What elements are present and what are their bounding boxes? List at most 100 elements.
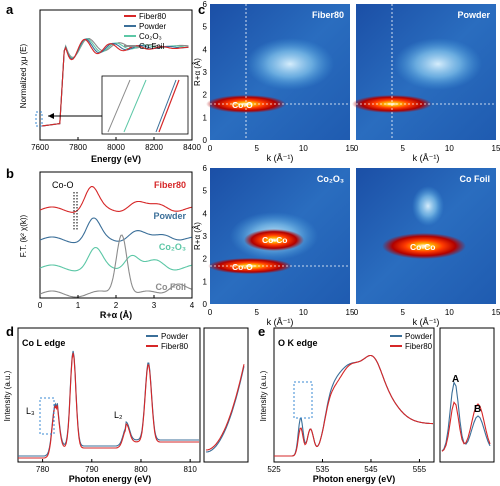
x-tick-label: 2 [114, 301, 119, 310]
panel-e-label-A: A [452, 374, 459, 385]
x-tick-label: 7600 [31, 143, 49, 152]
panel-d-curves [18, 350, 245, 459]
x-tick-label: 800 [134, 465, 148, 474]
x-tick-label: 780 [36, 465, 50, 474]
panel-e-frame [273, 327, 435, 463]
x-tick-label: 555 [413, 465, 427, 474]
wt-map-cofoil-title: Co Foil [460, 174, 491, 184]
wt-map-fiber-glow [246, 38, 334, 90]
arrow-head-icon [48, 113, 54, 119]
panel-a: a Fiber80 Powder Co₂O₃ Co Foil 7600 7800 8… [6, 2, 201, 164]
x-tick-label: 810 [183, 465, 197, 474]
panel-c-xlabel-3: k (Å⁻¹) [267, 317, 294, 327]
x-tick-label: 545 [364, 465, 378, 474]
legend-label-fiber: Fiber80 [405, 342, 433, 351]
panel-b-label-co3o4: Co₂O₃ [159, 242, 186, 252]
y-tick-label: 1 [203, 113, 208, 122]
x-tick-label: 525 [267, 465, 281, 474]
y-tick-label: 3 [203, 68, 208, 77]
y-tick-label: 1 [203, 277, 208, 286]
x-tick-label: 0 [208, 308, 213, 317]
y-tick-label: 4 [203, 45, 208, 54]
y-tick-label: 5 [203, 23, 208, 32]
y-tick-label: 0 [203, 136, 208, 145]
wt-map-powder-glow [394, 38, 482, 90]
panel-d-zoom-box [39, 397, 55, 435]
wt-map-co3o4-coo-label: Co-O [232, 262, 253, 272]
x-tick-label: 0 [208, 144, 213, 153]
inset-line-co3o4 [123, 79, 147, 133]
legend-label-fiber: Fiber80 [161, 342, 189, 351]
panel-c-ylabel-top: R+α (Å) [193, 58, 202, 86]
panel-e-label-B: B [474, 404, 481, 415]
x-tick-label: 3 [152, 301, 157, 310]
panel-b-curves [39, 186, 192, 298]
wt-map-fiber-coo-label: Co-O [232, 100, 253, 110]
x-tick-label: 15 [346, 308, 355, 317]
wt-map-fiber: Co-O Fiber80 [206, 4, 350, 140]
panel-e-xlabel: Photon energy (eV) [313, 474, 396, 484]
x-tick-label: 7800 [69, 143, 87, 152]
x-tick-label: 15 [492, 308, 500, 317]
panel-c-xlabel-1: k (Å⁻¹) [267, 153, 294, 163]
panel-e-legend: Powder Fiber80 [390, 332, 433, 351]
legend-label-co3o4: Co₂O₃ [139, 32, 162, 41]
curve-co3o4 [39, 246, 192, 272]
wt-map-powder-title: Powder [457, 10, 490, 20]
panel-d: d Co L edge L₃ L₂ Powder Fiber80 780 790 8… [3, 324, 249, 484]
x-tick-label: 790 [85, 465, 99, 474]
wt-map-co3o4-title: Co₂O₃ [317, 174, 344, 184]
y-tick-label: 0 [203, 300, 208, 309]
panel-d-frame [17, 327, 201, 463]
panel-b-frame [39, 171, 193, 299]
panel-b-label-powder: Powder [153, 211, 186, 221]
curve-cofoil [39, 234, 192, 298]
panel-c-xlabel-4: k (Å⁻¹) [413, 317, 440, 327]
panel-a-inset [101, 75, 189, 135]
curve-fiber [18, 352, 199, 459]
y-tick-label: 3 [203, 232, 208, 241]
panel-e-curves [274, 354, 491, 457]
curve-powder [39, 217, 192, 244]
panel-d-ylabel: Intensity (a.u.) [3, 370, 12, 421]
x-tick-label: 10 [445, 144, 454, 153]
panel-b-ylabel: F.T. (k² χ(k)) [19, 214, 28, 257]
panel-b-xlabel: R+α (Å) [100, 310, 132, 320]
wt-map-cofoil-glow [412, 186, 444, 226]
legend-label-fiber: Fiber80 [139, 12, 167, 21]
x-tick-label: 10 [299, 308, 308, 317]
panel-a-legend: Fiber80 Powder Co₂O₃ Co Foil [124, 12, 167, 51]
y-tick-label: 6 [203, 164, 208, 173]
panel-label-e: e [258, 324, 265, 339]
panel-b-label-cofoil: Co Foil [156, 282, 187, 292]
curve-fiber-zoom [205, 364, 245, 451]
y-tick-label: 5 [203, 187, 208, 196]
panel-d-title: Co L edge [22, 338, 65, 348]
panel-b-label-fiber: Fiber80 [154, 180, 186, 190]
panel-b: b Co-O Fiber80 Powder Co₂O₃ Co Foil 0 1 2 3… [6, 166, 195, 320]
x-tick-label: 10 [445, 308, 454, 317]
panel-e: e O K edge A B Powder Fiber80 525 535 545 5… [258, 324, 495, 484]
panel-e-zoom-frame [439, 327, 495, 463]
panel-label-d: d [6, 324, 14, 339]
inset-line-cofoil [107, 79, 131, 133]
y-tick-label: 2 [203, 255, 208, 264]
curve-fiber-zoom [441, 401, 491, 452]
panel-e-title: O K edge [278, 338, 318, 348]
panel-d-L3: L₃ [26, 406, 35, 416]
y-tick-label: 2 [203, 91, 208, 100]
x-tick-label: 8000 [107, 143, 125, 152]
wt-map-co3o4-coco-spot [244, 229, 304, 251]
x-tick-label: 5 [400, 144, 405, 153]
panel-b-coo-label: Co-O [52, 180, 74, 190]
panel-d-legend: Powder Fiber80 [146, 332, 189, 351]
panel-e-xticks: 525 535 545 555 [267, 459, 427, 474]
x-tick-label: 0 [38, 301, 43, 310]
curve-fiber [39, 186, 192, 213]
x-tick-label: 0 [354, 308, 359, 317]
panel-d-xlabel: Photon energy (eV) [69, 474, 152, 484]
panel-a-xticks: 7600 7800 8000 8200 8400 [31, 137, 201, 152]
curve-fiber [274, 354, 433, 457]
